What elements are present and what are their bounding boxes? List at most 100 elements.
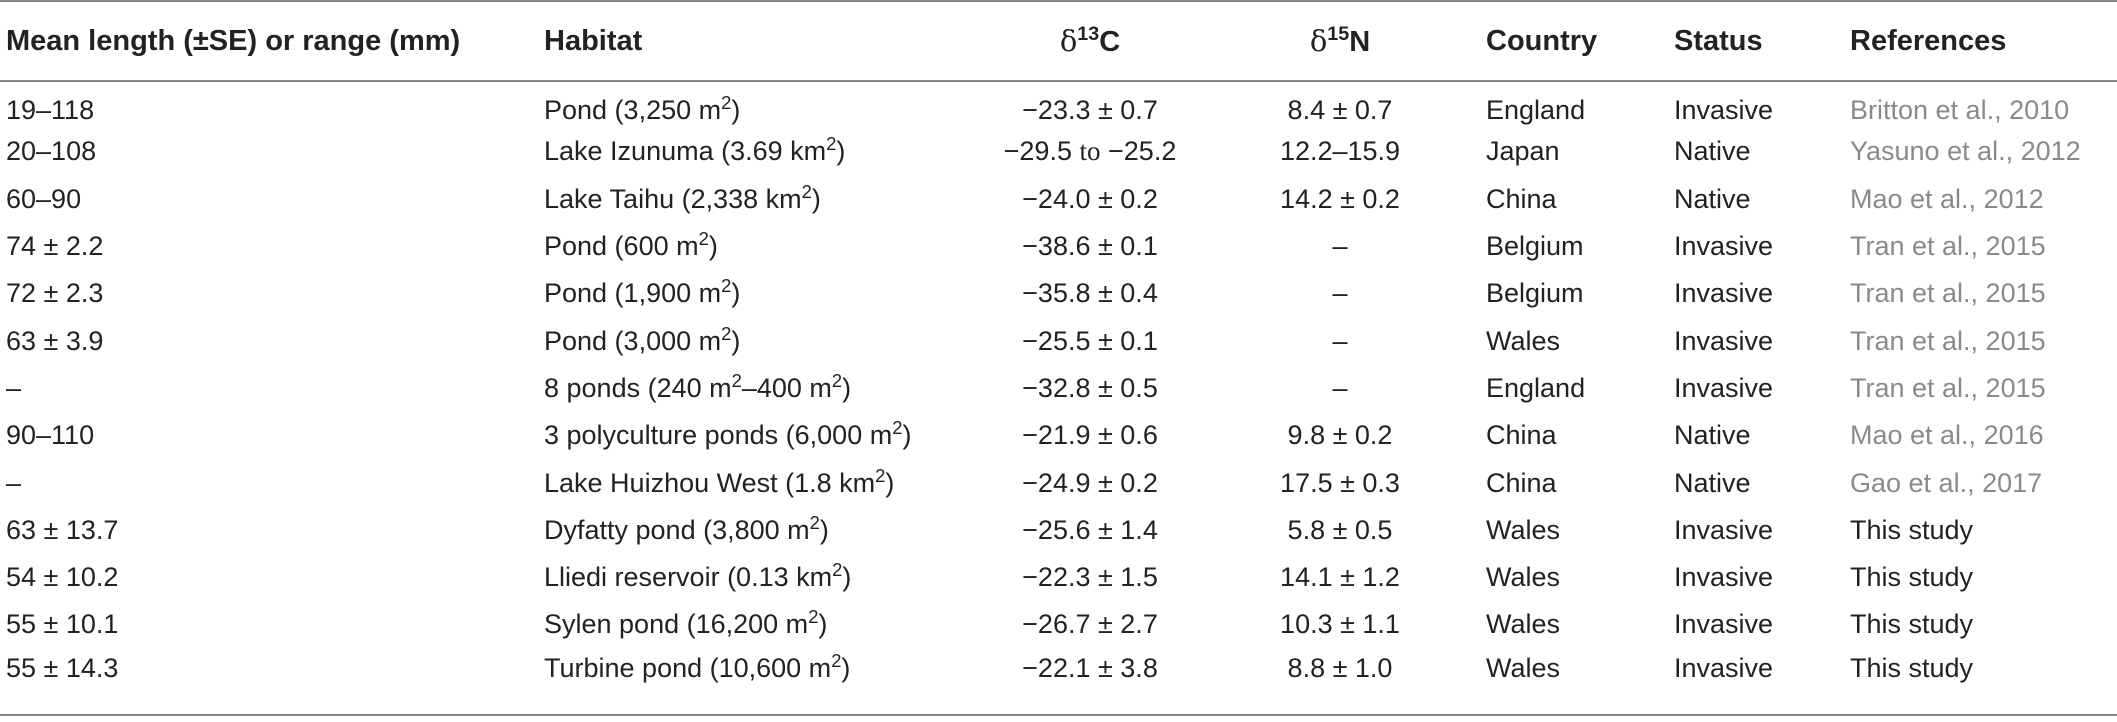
habitat-close: ) — [819, 514, 829, 545]
cell-length: 90–110 — [6, 420, 95, 451]
cell-country: Belgium — [1486, 231, 1584, 262]
header-row: Mean length (±SE) or range (mm) Habitat … — [0, 0, 2117, 82]
habitat-superscript: 2 — [721, 322, 732, 344]
range-to: to — [1079, 136, 1101, 167]
header-delta-13c: δ13C — [980, 0, 1200, 82]
cell-delta-13c: −22.1 ± 3.8 — [1022, 652, 1158, 683]
header-references: References — [1844, 0, 2117, 82]
cell-length: 60–90 — [6, 183, 82, 214]
delta-13c-base: C — [1099, 25, 1121, 58]
habitat-text: 8 ponds (240 m — [544, 372, 732, 403]
cell-length: 54 ± 10.2 — [6, 562, 119, 593]
table-row: 72 ± 2.3 Pond (1,900 m2) −35.8 ± 0.4 – B… — [0, 270, 2117, 317]
cell-country: Wales — [1486, 562, 1561, 593]
habitat-text: Lake Izunuma (3.69 km — [544, 136, 827, 167]
stable-isotope-table: Mean length (±SE) or range (mm) Habitat … — [0, 0, 2117, 696]
cell-country: Wales — [1486, 609, 1561, 640]
header-delta-15n: δ15N — [1200, 0, 1480, 82]
reference-link[interactable]: Mao et al., 2016 — [1850, 420, 2044, 451]
habitat-superscript: 2 — [808, 606, 819, 628]
cell-length: – — [6, 372, 22, 403]
habitat-close: ) — [731, 325, 741, 356]
header-country: Country — [1480, 0, 1668, 82]
cell-country: England — [1486, 372, 1586, 403]
habitat-superscript: 2 — [826, 133, 837, 155]
habitat-range-mid: –400 m — [741, 372, 832, 403]
reference-link[interactable]: Tran et al., 2015 — [1850, 325, 2046, 356]
cell-delta-15n: 12.2–15.9 — [1279, 136, 1401, 167]
cell-length: 19–118 — [6, 94, 95, 125]
cell-habitat: Dyfatty pond (3,800 m2) — [538, 507, 980, 554]
cell-habitat: Lake Huizhou West (1.8 km2) — [538, 459, 980, 506]
delta-15n-symbol: δ — [1309, 23, 1328, 58]
habitat-close: ) — [841, 652, 851, 683]
cell-habitat: 3 polyculture ponds (6,000 m2) — [538, 412, 980, 459]
cell-status: Invasive — [1674, 372, 1774, 403]
habitat-text: Pond (1,900 m — [544, 278, 722, 309]
habitat-text: Lake Taihu (2,338 km — [544, 183, 802, 214]
cell-country: Wales — [1486, 325, 1561, 356]
table-row: – 8 ponds (240 m2–400 m2) −32.8 ± 0.5 – … — [0, 365, 2117, 412]
cell-length: – — [6, 467, 22, 498]
habitat-text: Lliedi reservoir (0.13 km — [544, 562, 833, 593]
table-row: 74 ± 2.2 Pond (600 m2) −38.6 ± 0.1 – Bel… — [0, 223, 2117, 270]
cell-country: Japan — [1486, 136, 1560, 167]
cell-status: Invasive — [1674, 609, 1774, 640]
cell-habitat: Lake Izunuma (3.69 km2) — [538, 128, 980, 175]
reference-link[interactable]: Mao et al., 2012 — [1850, 183, 2044, 214]
cell-habitat: Sylen pond (16,200 m2) — [538, 601, 980, 648]
cell-delta-13c: −25.5 ± 0.1 — [1022, 325, 1158, 356]
cell-status: Invasive — [1674, 514, 1774, 545]
cell-country: China — [1486, 420, 1557, 451]
habitat-text: Pond (600 m — [544, 231, 699, 262]
habitat-superscript: 2 — [831, 369, 843, 391]
habitat-close: ) — [836, 136, 846, 167]
cell-delta-15n: 17.5 ± 0.3 — [1280, 467, 1400, 498]
delta-15n-base: N — [1349, 25, 1371, 58]
cell-delta-15n: 9.8 ± 0.2 — [1287, 420, 1393, 451]
reference-link[interactable]: Gao et al., 2017 — [1850, 467, 2043, 498]
table-row: 60–90 Lake Taihu (2,338 km2) −24.0 ± 0.2… — [0, 176, 2117, 223]
reference-link[interactable]: Britton et al., 2010 — [1850, 94, 2070, 125]
cell-delta-13c: −25.6 ± 1.4 — [1022, 514, 1158, 545]
table-row: 54 ± 10.2 Lliedi reservoir (0.13 km2) −2… — [0, 554, 2117, 601]
reference-link[interactable]: Tran et al., 2015 — [1850, 372, 2046, 403]
cell-delta-13c: −26.7 ± 2.7 — [1022, 609, 1158, 640]
cell-length: 63 ± 3.9 — [6, 325, 104, 356]
cell-habitat: Lliedi reservoir (0.13 km2) — [538, 554, 980, 601]
table-row: 63 ± 13.7 Dyfatty pond (3,800 m2) −25.6 … — [0, 507, 2117, 554]
cell-delta-15n: – — [1332, 278, 1348, 309]
cell-delta-13c: −22.3 ± 1.5 — [1022, 562, 1158, 593]
cell-delta-13c: −29.5 to −25.2 — [980, 128, 1200, 175]
cell-delta-13c: −24.0 ± 0.2 — [1022, 183, 1158, 214]
reference-link[interactable]: Yasuno et al., 2012 — [1850, 136, 2081, 167]
cell-delta-13c: −21.9 ± 0.6 — [1022, 420, 1158, 451]
delta-13c-superscript: 13 — [1077, 22, 1100, 45]
habitat-superscript: 2 — [832, 559, 843, 581]
cell-status: Invasive — [1674, 94, 1774, 125]
reference-text: This study — [1850, 652, 1974, 683]
cell-delta-13c: −24.9 ± 0.2 — [1022, 467, 1158, 498]
reference-link[interactable]: Tran et al., 2015 — [1850, 231, 2046, 262]
table-header: Mean length (±SE) or range (mm) Habitat … — [0, 0, 2117, 82]
habitat-superscript: 2 — [698, 228, 709, 250]
table-body: 19–118 Pond (3,250 m2) −23.3 ± 0.7 8.4 ±… — [0, 81, 2117, 696]
habitat-text: Pond (3,250 m — [544, 94, 722, 125]
cell-status: Invasive — [1674, 325, 1774, 356]
cell-status: Invasive — [1674, 562, 1774, 593]
habitat-superscript: 2 — [892, 417, 903, 439]
reference-text: This study — [1850, 609, 1974, 640]
habitat-text: Turbine pond (10,600 m — [544, 652, 832, 683]
table-row: 20–108 Lake Izunuma (3.69 km2) −29.5 to … — [0, 128, 2117, 175]
cell-status: Native — [1674, 467, 1751, 498]
habitat-close: ) — [885, 467, 895, 498]
reference-link[interactable]: Tran et al., 2015 — [1850, 278, 2046, 309]
cell-length: 55 ± 14.3 — [6, 652, 119, 683]
habitat-text: Dyfatty pond (3,800 m — [544, 514, 810, 545]
cell-length: 20–108 — [6, 136, 97, 167]
cell-habitat: Turbine pond (10,600 m2) — [538, 649, 980, 696]
habitat-superscript: 2 — [801, 180, 812, 202]
habitat-superscript: 2 — [809, 511, 820, 533]
cell-delta-15n: 5.8 ± 0.5 — [1287, 514, 1393, 545]
cell-country: England — [1486, 94, 1586, 125]
